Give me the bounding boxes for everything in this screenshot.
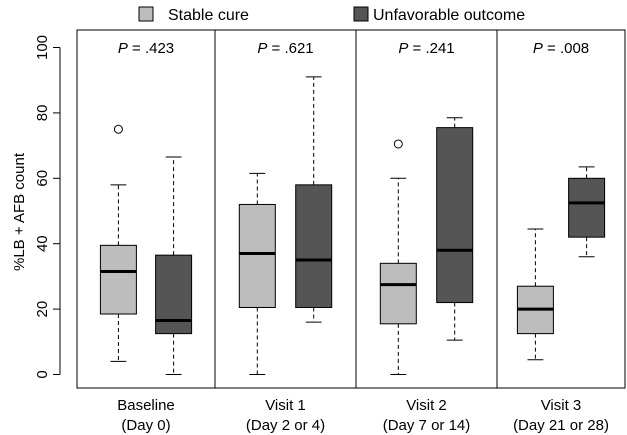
box-iqr: [568, 177, 606, 238]
category-label-line2: (Day 2 or 4): [246, 417, 325, 434]
y-tick-label: 40: [34, 235, 51, 252]
legend-label-unfavorable-outcome: Unfavorable outcome: [373, 7, 525, 24]
category-labels: Baseline (Day 0) Visit 1 (Day 2 or 4) Vi…: [117, 397, 609, 434]
p-value-label: P = .621: [257, 40, 313, 57]
y-tick-label: 80: [34, 105, 51, 122]
y-axis-label: %LB + AFB count: [11, 152, 28, 271]
box-iqr: [295, 184, 333, 308]
category-label-line2: (Day 0): [121, 417, 170, 434]
panel-3: [516, 166, 606, 361]
p-value-labels: P = .423 P = .621 P = .241 P = .008: [118, 40, 589, 57]
panel-0: [99, 124, 193, 375]
category-label-line1: Baseline: [117, 397, 175, 414]
y-tick-label: 0: [34, 370, 51, 378]
legend-swatch-stable-cure: [138, 6, 154, 22]
plot-border: [76, 29, 626, 389]
p-value-label: P = .423: [118, 40, 174, 57]
panel-1: [238, 76, 333, 375]
p-value-label: P = .241: [398, 40, 454, 57]
y-axis: 0 20 40 60 80 100: [34, 35, 61, 379]
panel-2: [379, 117, 474, 375]
box-iqr: [99, 244, 137, 315]
y-tick-label: 100: [34, 35, 51, 60]
box-iqr: [379, 262, 417, 325]
legend: Stable cure Unfavorable outcome: [138, 6, 525, 24]
category-label-line1: Visit 2: [406, 397, 447, 414]
box-iqr: [436, 127, 474, 304]
plot-frame: [76, 29, 626, 389]
category-label-line1: Visit 3: [541, 397, 582, 414]
y-tick-label: 20: [34, 301, 51, 318]
outlier-point: [393, 139, 403, 149]
outlier-point: [113, 124, 123, 134]
y-tick-label: 60: [34, 170, 51, 187]
legend-swatch-unfavorable-outcome: [353, 6, 369, 22]
plot-panels: [99, 76, 606, 375]
box-iqr: [238, 203, 276, 308]
category-label-line2: (Day 7 or 14): [383, 417, 471, 434]
p-value-label: P = .008: [533, 40, 589, 57]
category-label-line1: Visit 1: [265, 397, 306, 414]
category-label-line2: (Day 21 or 28): [513, 417, 609, 434]
legend-label-stable-cure: Stable cure: [168, 7, 249, 24]
